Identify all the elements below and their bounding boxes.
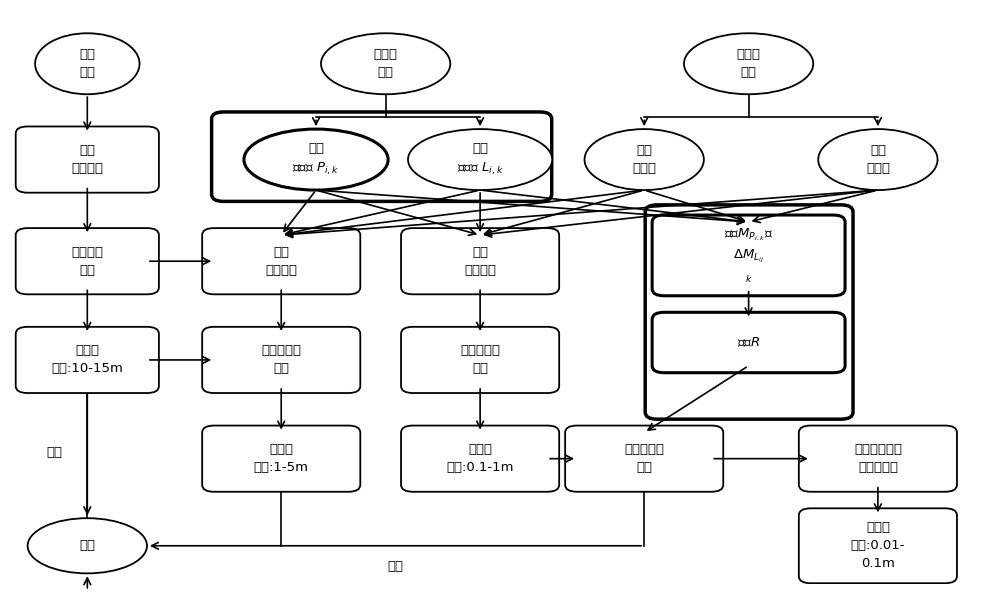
Text: 失败: 失败 <box>388 560 404 573</box>
FancyBboxPatch shape <box>16 127 159 192</box>
Ellipse shape <box>818 129 938 190</box>
Ellipse shape <box>585 129 704 190</box>
FancyBboxPatch shape <box>799 509 957 583</box>
FancyBboxPatch shape <box>202 327 360 393</box>
Text: 参考站
数据: 参考站 数据 <box>737 49 761 79</box>
Ellipse shape <box>321 33 450 94</box>
Ellipse shape <box>684 33 813 94</box>
FancyBboxPatch shape <box>652 215 845 296</box>
FancyBboxPatch shape <box>401 426 559 492</box>
Text: 伪距
双差组合: 伪距 双差组合 <box>265 246 297 276</box>
Text: 载波
双差组合: 载波 双差组合 <box>464 246 496 276</box>
Text: 结束: 结束 <box>79 539 95 552</box>
Text: 失败: 失败 <box>46 446 62 459</box>
Text: 差分解
误差:1-5m: 差分解 误差:1-5m <box>254 443 309 474</box>
Text: 流动站
数据: 流动站 数据 <box>374 49 398 79</box>
Text: 模糊度固定
算法: 模糊度固定 算法 <box>624 443 664 474</box>
FancyBboxPatch shape <box>202 426 360 492</box>
Text: 固定解
误差:0.01-
0.1m: 固定解 误差:0.01- 0.1m <box>851 522 905 570</box>
FancyBboxPatch shape <box>16 228 159 294</box>
Text: 卫星
星历: 卫星 星历 <box>79 49 95 79</box>
Text: 卡尔曼滤波
算法: 卡尔曼滤波 算法 <box>261 345 301 375</box>
FancyBboxPatch shape <box>565 426 723 492</box>
Text: 浮点解
误差:0.1-1m: 浮点解 误差:0.1-1m <box>446 443 514 474</box>
Text: 计算
卫星位置: 计算 卫星位置 <box>71 144 103 175</box>
Text: 伪距
观测值: 伪距 观测值 <box>632 144 656 175</box>
Text: 卡尔曼滤波
算法: 卡尔曼滤波 算法 <box>460 345 500 375</box>
Ellipse shape <box>35 33 140 94</box>
Text: 载波
观测值 $L_{i,k}$: 载波 观测值 $L_{i,k}$ <box>457 142 503 177</box>
FancyBboxPatch shape <box>652 313 845 373</box>
Text: 载波
观测值: 载波 观测值 <box>866 144 890 175</box>
Text: 最小二乘
算法: 最小二乘 算法 <box>71 246 103 276</box>
FancyBboxPatch shape <box>16 327 159 393</box>
Text: 生成$R$: 生成$R$ <box>737 336 760 349</box>
Text: 质量检核，周
跳探测修复: 质量检核，周 跳探测修复 <box>854 443 902 474</box>
Ellipse shape <box>244 129 388 190</box>
FancyBboxPatch shape <box>202 228 360 294</box>
FancyBboxPatch shape <box>401 327 559 393</box>
Text: 提取$M_{P_{i,k}}$和
$\Delta M_{L_{ij}}$
$_k$: 提取$M_{P_{i,k}}$和 $\Delta M_{L_{ij}}$ $_k… <box>724 226 773 284</box>
Text: 单点解
误差:10-15m: 单点解 误差:10-15m <box>51 345 123 375</box>
FancyBboxPatch shape <box>401 228 559 294</box>
Text: 伪距
观测值 $P_{i,k}$: 伪距 观测值 $P_{i,k}$ <box>292 142 340 177</box>
FancyBboxPatch shape <box>799 426 957 492</box>
Ellipse shape <box>408 129 552 190</box>
Ellipse shape <box>28 518 147 574</box>
